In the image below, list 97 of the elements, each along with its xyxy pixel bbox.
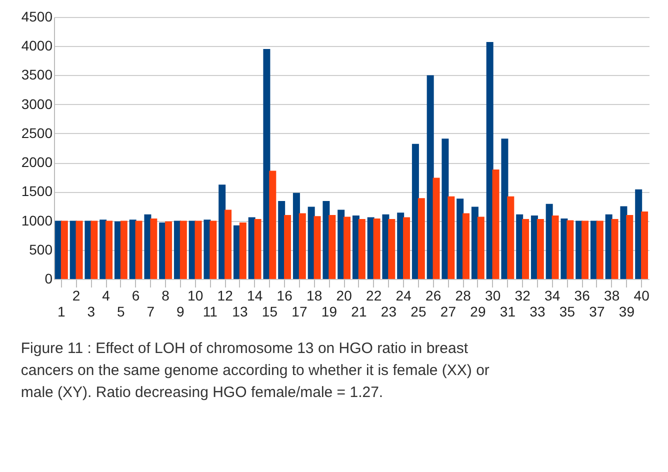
bar xyxy=(263,49,270,279)
bar xyxy=(412,144,419,279)
bar xyxy=(254,219,262,279)
x-tick-label: 17 xyxy=(292,304,308,320)
y-tick-label: 0 xyxy=(44,270,53,286)
x-tick-label: 30 xyxy=(485,288,501,304)
bar xyxy=(501,138,508,279)
x-tick-label: 37 xyxy=(589,304,605,320)
bar xyxy=(328,214,336,279)
bar xyxy=(298,213,306,279)
bar xyxy=(432,178,440,279)
x-tick-label: 39 xyxy=(618,304,635,320)
bar xyxy=(641,211,648,279)
x-tick-label: 26 xyxy=(426,288,442,304)
bar xyxy=(269,170,276,279)
x-tick-label: 10 xyxy=(188,288,204,304)
bar xyxy=(462,213,470,279)
y-tick-label: 1000 xyxy=(21,212,53,228)
x-tick-label: 27 xyxy=(440,304,456,320)
bar xyxy=(150,218,158,279)
bar xyxy=(388,219,396,279)
y-tick-label: 3500 xyxy=(21,66,53,83)
bar xyxy=(284,214,292,279)
bar xyxy=(492,170,500,279)
y-tick-label: 3000 xyxy=(21,96,53,112)
bar xyxy=(373,218,380,279)
y-tick-label: 2500 xyxy=(21,124,53,141)
x-tick-label: 32 xyxy=(514,288,531,304)
y-tick-label: 4000 xyxy=(21,38,53,54)
x-tick-label: 19 xyxy=(321,304,338,320)
x-tick-label: 4 xyxy=(102,288,110,304)
x-tick-label: 5 xyxy=(117,304,126,320)
x-tick-label: 23 xyxy=(380,304,397,320)
x-tick-label: 12 xyxy=(217,288,234,304)
x-tick-label: 40 xyxy=(634,288,650,304)
x-tick-label: 13 xyxy=(232,304,248,320)
bar xyxy=(426,75,434,279)
bar xyxy=(566,220,574,279)
x-tick-label: 3 xyxy=(87,304,96,320)
bar xyxy=(314,216,321,279)
x-tick-label: 20 xyxy=(336,288,352,304)
bar xyxy=(180,220,187,279)
bar xyxy=(194,220,202,279)
bar xyxy=(90,220,98,279)
x-tick-label: 11 xyxy=(202,304,218,320)
bar xyxy=(486,42,494,279)
y-tick-label: 500 xyxy=(29,241,53,258)
x-tick-label: 34 xyxy=(544,288,560,304)
bar xyxy=(76,220,83,279)
bar xyxy=(106,220,113,279)
bar xyxy=(344,216,351,279)
x-tick-label: 36 xyxy=(574,288,590,304)
bar xyxy=(626,214,634,279)
caption: Figure 11 : Effect of LOH of chromosome 13 on HGO ratio in breast cancers on the same genome according to whether it is female (XX) or male (XY). Ratio decreasing HGO female/male = 1.27. xyxy=(20,340,490,401)
bar xyxy=(165,221,172,279)
x-tick-label: 2 xyxy=(72,288,80,304)
x-tick-label: 35 xyxy=(559,304,576,320)
y-tick-label: 1500 xyxy=(21,183,53,200)
x-tick-label: 6 xyxy=(132,288,140,304)
bar xyxy=(477,216,484,279)
bar xyxy=(552,216,559,279)
x-tick-label: 18 xyxy=(306,288,322,304)
bar xyxy=(522,219,530,279)
bar xyxy=(536,219,544,279)
bar xyxy=(442,138,449,279)
x-tick-label: 15 xyxy=(262,304,278,320)
bar xyxy=(135,220,142,279)
bar xyxy=(448,196,455,279)
x-tick-label: 31 xyxy=(500,304,516,320)
x-tick-label: 38 xyxy=(604,288,620,304)
bar xyxy=(403,217,410,279)
x-tick-label: 14 xyxy=(247,288,263,304)
bar xyxy=(60,220,68,279)
x-tick-label: 16 xyxy=(276,288,293,304)
bar xyxy=(418,198,425,279)
bar xyxy=(582,220,589,279)
x-tick-label: 22 xyxy=(366,288,382,304)
x-tick-label: 21 xyxy=(351,304,367,320)
x-tick-label: 8 xyxy=(162,288,170,304)
x-tick-label: 24 xyxy=(396,288,412,304)
x-tick-label: 33 xyxy=(530,304,546,320)
bar xyxy=(358,219,366,279)
bar xyxy=(120,220,128,279)
x-tick-label: 28 xyxy=(455,288,472,304)
bar xyxy=(210,220,217,279)
y-tick-label: 4500 xyxy=(21,8,53,24)
x-tick-label: 29 xyxy=(470,304,486,320)
bar xyxy=(596,220,604,279)
bar xyxy=(507,196,514,279)
y-tick-label: 2000 xyxy=(21,154,53,170)
bar xyxy=(224,210,232,279)
bar xyxy=(239,222,246,279)
x-tick-label: 9 xyxy=(176,304,185,320)
bar xyxy=(611,219,618,279)
x-tick-label: 1 xyxy=(58,304,66,320)
x-tick-label: 7 xyxy=(146,304,155,320)
x-tick-label: 25 xyxy=(410,304,426,320)
